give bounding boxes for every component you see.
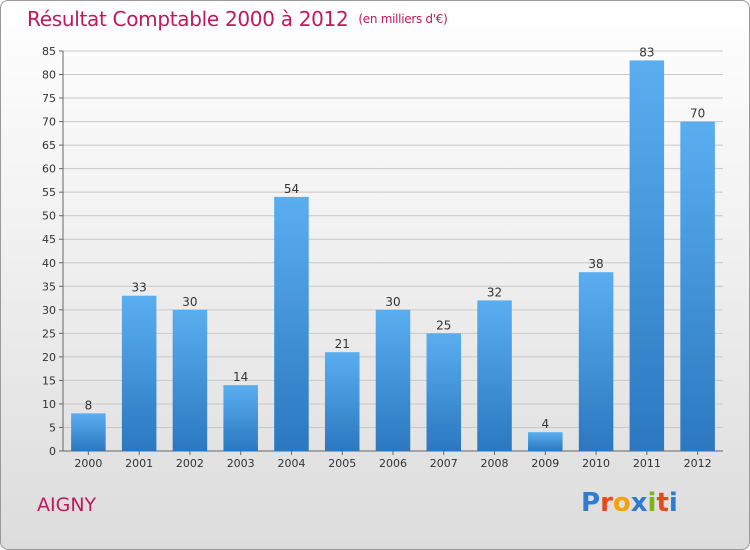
proxiti-logo: Proxiti [581, 488, 678, 518]
chart-title: Résultat Comptable 2000 à 2012 (en millie… [27, 7, 448, 31]
bar-2002 [172, 309, 208, 451]
y-tick-label: 40 [42, 257, 56, 270]
data-label: 32 [487, 285, 502, 299]
y-tick-label: 0 [49, 445, 56, 458]
x-tick-label: 2011 [633, 457, 661, 470]
bar-2010 [578, 272, 614, 451]
y-tick-label: 45 [42, 233, 56, 246]
y-tick-label: 75 [42, 92, 56, 105]
y-tick-label: 20 [42, 351, 56, 364]
logo-letter: r [600, 488, 613, 518]
x-tick-label: 2001 [125, 457, 153, 470]
x-tick-label: 2008 [481, 457, 509, 470]
x-tick-label: 2004 [277, 457, 305, 470]
x-tick-label: 2003 [227, 457, 255, 470]
data-label: 83 [639, 45, 654, 59]
x-tick-label: 2010 [582, 457, 610, 470]
data-label: 30 [385, 295, 400, 309]
logo-letter: i [647, 488, 657, 518]
y-tick-label: 80 [42, 69, 56, 82]
data-label: 21 [335, 337, 350, 351]
title-main: Résultat Comptable 2000 à 2012 [27, 7, 349, 31]
y-tick-label: 30 [42, 304, 56, 317]
y-tick-label: 70 [42, 116, 56, 129]
logo-letter: o [612, 488, 631, 518]
bar-2011 [629, 60, 665, 451]
y-tick-label: 50 [42, 210, 56, 223]
bar-2003 [223, 385, 258, 451]
y-tick-label: 85 [42, 45, 56, 58]
bar-2004 [274, 196, 309, 451]
bars [71, 60, 715, 452]
x-tick-label: 2000 [74, 457, 102, 470]
data-label: 38 [588, 257, 603, 271]
x-tick-label: 2002 [176, 457, 204, 470]
y-tick-label: 10 [42, 398, 56, 411]
data-label: 8 [85, 398, 93, 412]
bar-2001 [121, 295, 157, 451]
commune-name: AIGNY [37, 494, 97, 516]
y-tick-label: 60 [42, 163, 56, 176]
logo-letter: t [656, 488, 669, 518]
data-label: 25 [436, 318, 451, 332]
x-tick-label: 2012 [684, 457, 712, 470]
data-label: 14 [233, 370, 248, 384]
bar-2012 [680, 121, 715, 452]
data-label: 30 [182, 295, 197, 309]
logo-letter: i [668, 488, 678, 518]
y-tick-label: 25 [42, 327, 56, 340]
x-tick-label: 2006 [379, 457, 407, 470]
y-tick-label: 5 [49, 421, 56, 434]
y-tick-label: 65 [42, 139, 56, 152]
data-label: 4 [541, 417, 549, 431]
x-tick-label: 2007 [430, 457, 458, 470]
bar-2000 [71, 413, 106, 451]
y-tick-label: 55 [42, 186, 56, 199]
bar-2008 [477, 300, 512, 451]
data-label: 54 [284, 182, 299, 196]
logo-letter: x [630, 488, 648, 518]
y-tick-label: 15 [42, 374, 56, 387]
bar-2007 [426, 333, 462, 451]
y-tick-label: 35 [42, 280, 56, 293]
bar-2005 [324, 352, 360, 451]
data-label: 70 [690, 107, 705, 121]
bar-2006 [375, 309, 411, 451]
x-tick-label: 2005 [328, 457, 356, 470]
x-tick-label: 2009 [531, 457, 559, 470]
logo-letter: P [581, 488, 601, 518]
title-subtitle: (en milliers d'€) [358, 12, 448, 26]
labels: 0 5 10 15 20 25 30 35 40 45 50 55 60 65 70 75 80 85 8 2000 3… [42, 45, 712, 470]
data-label: 33 [132, 281, 147, 295]
bar-2009 [528, 432, 563, 451]
